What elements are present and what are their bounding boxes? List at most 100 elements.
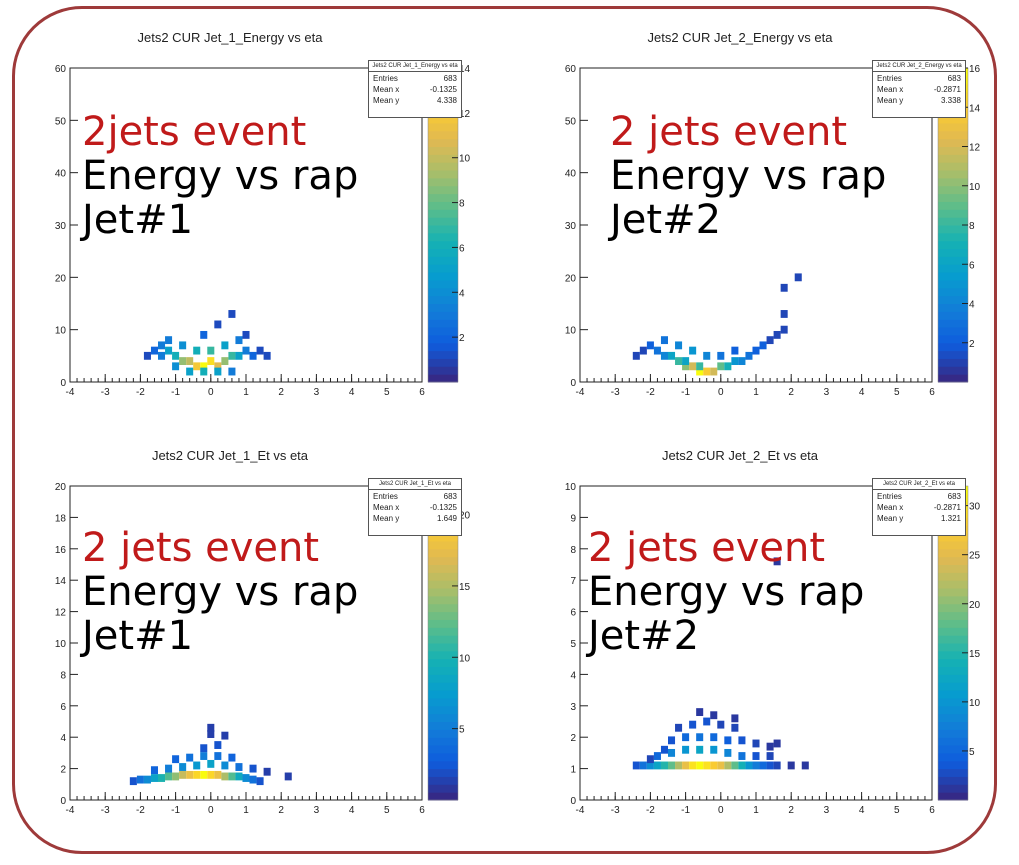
y-tick-label: 40 [55,169,67,180]
colorbar-segment [938,217,968,226]
z-tick-label: 15 [969,649,981,660]
heatmap-cell [639,761,647,770]
heatmap-cell [710,711,718,720]
y-tick-label: 18 [55,513,67,524]
heatmap-cell [179,763,187,771]
y-tick-label: 14 [55,576,67,587]
overlay-text: 2 jets event Energy vs rap Jet#1 [82,526,358,658]
heatmap-cell [731,357,739,365]
z-tick-label: 14 [459,64,471,75]
heatmap-cell [207,730,215,738]
heatmap-cell [710,761,718,770]
stats-header: Jets2 CUR Jet_1_Et vs eta [369,479,461,490]
colorbar-segment [428,588,458,597]
colorbar-segment [428,319,458,328]
colorbar-segment [428,603,458,613]
colorbar-segment [428,760,458,770]
heatmap-cell [150,774,158,782]
overlay-line-1: 2 jets event [588,525,826,571]
y-tick-label: 10 [565,326,577,337]
heatmap-cell [150,346,158,355]
stats-meany: 1.321 [940,514,961,523]
heatmap-cell [150,766,158,775]
heatmap-cell [738,752,746,760]
heatmap-cell [646,761,654,770]
plot-frame [579,485,933,801]
colorbar-segment [938,193,968,202]
heatmap-cell [200,770,208,779]
colorbar-segment [428,713,458,722]
heatmap-cell [682,733,690,742]
heatmap-cell [228,772,236,781]
stats-box: Jets2 CUR Jet_2_Energy vs eta Entries 683… [872,60,966,118]
heatmap-cell [214,367,222,376]
y-tick-label: 0 [60,796,66,807]
y-tick-label: 10 [565,482,577,493]
heatmap-cell [696,362,704,371]
colorbar-segment [938,170,968,179]
heatmap-cell [675,357,683,365]
z-tick-label: 25 [969,551,981,562]
heatmap-cell [186,753,194,762]
heatmap-cell [675,341,683,350]
z-tick-label: 6 [969,260,975,271]
colorbar-segment [428,327,458,336]
y-tick-label: 50 [565,116,577,127]
heatmap-cell [696,733,704,742]
colorbar-segment [938,540,968,550]
heatmap-cell [646,755,654,764]
heatmap-cell [745,761,753,770]
z-tick-label: 15 [459,582,471,593]
chart-panel-jet2-energy: Jets2 CUR Jet_2_Energy vs eta -4 -3 -2 -1 0 1… [530,30,981,410]
overlay-line-1: 2 jets event [610,109,848,155]
y-tick-label: 8 [570,545,576,556]
colorbar-segment [938,209,968,218]
stats-entries: 683 [947,492,961,501]
x-tick-label: 4 [349,805,355,816]
heatmap-plot: -4 -3 -2 -1 0 1 2 3 4 5 6 0 1 2 3 4 5 6 7 8 9 10 5 10 15 20 25 30 [565,482,981,816]
stats-box: Jets2 CUR Jet_1_Energy vs eta Entries 683… [368,60,462,118]
colorbar-segment [938,303,968,312]
heatmap-cell [724,761,732,770]
heatmap-cell [221,357,229,365]
stats-entries-label: Entries [373,492,398,501]
heatmap-cell [668,761,676,770]
colorbar-segment [938,334,968,344]
y-tick-label: 0 [570,796,576,807]
x-tick-label: 5 [384,805,390,816]
heatmap-cell [242,330,250,339]
heatmap-cell [787,761,795,770]
x-tick-label: 2 [788,805,794,816]
colorbar-segment [428,162,458,171]
heatmap-cell [193,346,201,355]
heatmap-cell [284,772,292,781]
stats-meany-label: Mean y [877,96,904,105]
stats-entries-label: Entries [877,492,902,501]
overlay-line-3: Jet#2 [588,613,700,659]
colorbar-segment [428,311,458,320]
heatmap-cell [668,748,676,757]
heatmap-cell [214,320,222,329]
heatmap-cell [689,761,697,770]
heatmap-cell [703,761,711,770]
colorbar-segment [428,729,458,738]
y-tick-label: 30 [565,221,577,232]
x-tick-label: 3 [314,805,320,816]
colorbar-segment [938,580,968,589]
y-tick-label: 20 [55,273,67,284]
x-tick-label: 5 [384,387,390,398]
colorbar-segment [938,713,968,722]
x-tick-label: 6 [419,805,425,816]
overlay-line-3: Jet#1 [82,613,194,659]
colorbar-segment [938,643,968,652]
heatmap-cell [660,351,668,360]
colorbar-segment [428,792,458,801]
colorbar-segment [428,737,458,746]
heatmap-cell [703,351,711,360]
heatmap-cell [759,341,767,350]
heatmap-cell [228,351,236,360]
heatmap-cell [668,351,676,360]
x-tick-label: 1 [243,805,249,816]
colorbar-segment [428,682,458,691]
x-tick-label: 3 [824,387,830,398]
